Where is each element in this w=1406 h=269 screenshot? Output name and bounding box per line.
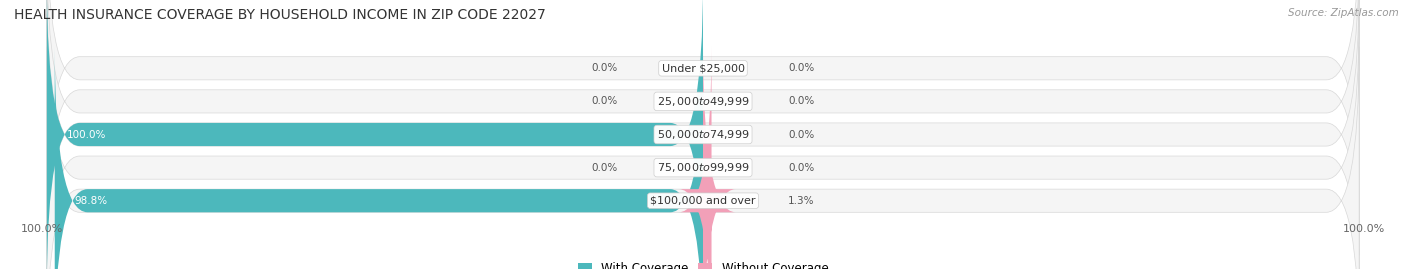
FancyBboxPatch shape [46,47,1360,269]
Text: 0.0%: 0.0% [592,96,617,107]
FancyBboxPatch shape [46,0,1360,269]
FancyBboxPatch shape [679,47,735,269]
Text: 0.0%: 0.0% [789,63,814,73]
FancyBboxPatch shape [46,0,703,269]
Text: 98.8%: 98.8% [75,196,107,206]
Legend: With Coverage, Without Coverage: With Coverage, Without Coverage [572,258,834,269]
Text: 100.0%: 100.0% [66,129,105,140]
Text: $25,000 to $49,999: $25,000 to $49,999 [657,95,749,108]
Text: 0.0%: 0.0% [592,162,617,173]
Text: Source: ZipAtlas.com: Source: ZipAtlas.com [1288,8,1399,18]
Text: Under $25,000: Under $25,000 [661,63,745,73]
Text: $100,000 and over: $100,000 and over [650,196,756,206]
Text: HEALTH INSURANCE COVERAGE BY HOUSEHOLD INCOME IN ZIP CODE 22027: HEALTH INSURANCE COVERAGE BY HOUSEHOLD I… [14,8,546,22]
Text: 100.0%: 100.0% [21,224,63,234]
Text: 0.0%: 0.0% [592,63,617,73]
Text: $75,000 to $99,999: $75,000 to $99,999 [657,161,749,174]
Text: $50,000 to $74,999: $50,000 to $74,999 [657,128,749,141]
Text: 1.3%: 1.3% [789,196,815,206]
Text: 0.0%: 0.0% [789,162,814,173]
FancyBboxPatch shape [46,14,1360,269]
FancyBboxPatch shape [46,0,1360,222]
Text: 0.0%: 0.0% [789,129,814,140]
Text: 0.0%: 0.0% [789,96,814,107]
FancyBboxPatch shape [46,0,1360,255]
Text: 100.0%: 100.0% [1343,224,1385,234]
FancyBboxPatch shape [55,47,703,269]
